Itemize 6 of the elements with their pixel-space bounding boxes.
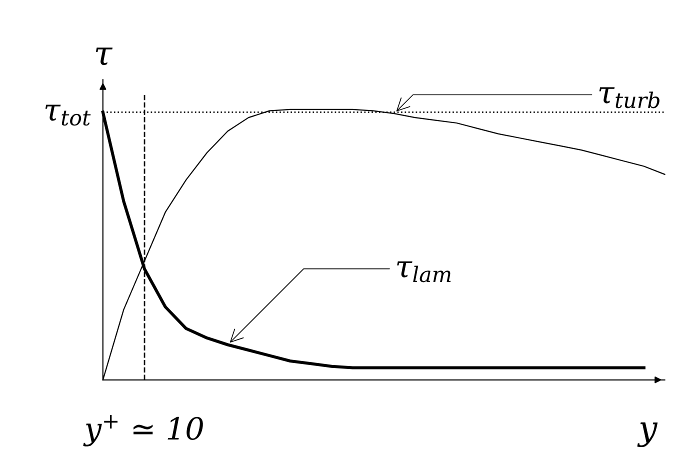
x-axis-title: y (637, 422, 658, 448)
text: τ$_{lam}$ (397, 261, 451, 282)
y-axis-title: τ (96, 48, 113, 66)
series-label: τ$_{turb}$ (599, 87, 660, 108)
text: y$^{+}$ ≃ 10 (83, 415, 203, 446)
ref-line-label: τ$_{tot}$ (45, 104, 91, 126)
